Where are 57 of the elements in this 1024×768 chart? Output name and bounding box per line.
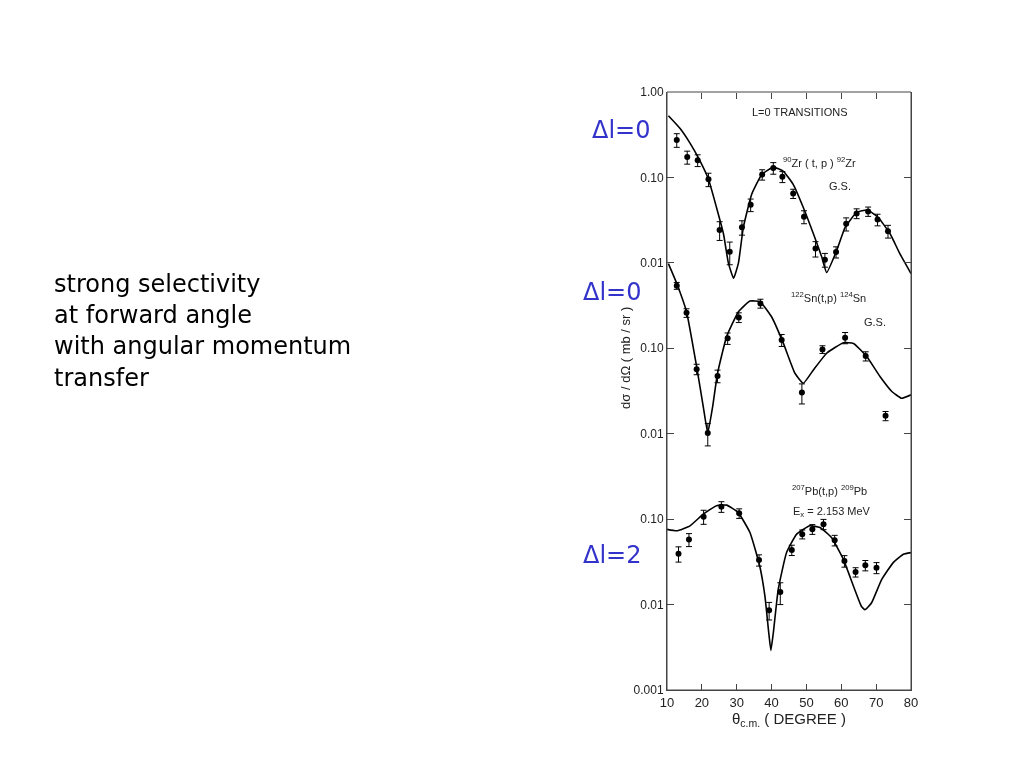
point — [821, 256, 828, 263]
point — [770, 164, 777, 171]
x-tick-label: 80 — [903, 694, 919, 710]
text: Δl=2 — [583, 541, 642, 569]
point — [873, 564, 880, 571]
point — [874, 216, 881, 223]
point — [714, 372, 721, 379]
text: strong selectivity at forward angle with angular momentum transfer — [54, 270, 352, 392]
text: Δl=0 — [583, 278, 642, 306]
point — [779, 173, 786, 180]
text: Δl=0 — [592, 116, 651, 144]
x-tick-label: 70 — [868, 694, 884, 710]
y-tick-label: 0.10 — [640, 170, 664, 185]
point — [675, 550, 682, 557]
y-tick-label: 1.00 — [640, 85, 664, 100]
annotation: G.S. — [829, 180, 852, 192]
point — [812, 245, 819, 252]
y-axis-title: dσ / dΩ ( mb / sr ) — [618, 306, 634, 409]
x-tick-label: 20 — [694, 694, 710, 710]
y-tick-label: 0.10 — [640, 341, 664, 356]
y-tick-label: 0.01 — [640, 426, 664, 441]
x-tick-label: 50 — [799, 694, 814, 710]
y-tick-label: 0.01 — [640, 597, 664, 612]
point — [694, 157, 701, 164]
x-axis-title: θ$_{c.m.}$ ( DEGREE ) — [731, 709, 847, 729]
x-tick-label: 60 — [834, 694, 849, 710]
y-tick-label: 0.01 — [640, 256, 664, 271]
y-tick-label: 0.10 — [640, 512, 664, 527]
point — [726, 248, 733, 255]
point — [842, 334, 849, 341]
annotation: $^{207}$Pb(t,p) $^{209}$Pb — [792, 483, 868, 497]
point — [841, 557, 848, 564]
point — [684, 154, 691, 161]
point — [800, 213, 807, 220]
point — [884, 228, 891, 235]
point — [833, 249, 840, 255]
annotation: $^{90}$Zr ( t, p ) $^{92}$Zr — [783, 155, 857, 169]
point — [700, 513, 707, 520]
x-tick-label: 30 — [729, 694, 744, 710]
annotation: E$_{x}$ = 2.153 MeV — [793, 505, 871, 520]
annotation: $^{122}$Sn(t,p) $^{124}$Sn — [791, 290, 867, 304]
point — [843, 220, 850, 227]
point — [716, 226, 723, 233]
x-tick-label: 40 — [764, 694, 779, 710]
point — [747, 201, 754, 208]
point — [766, 607, 773, 614]
point — [685, 536, 692, 543]
point — [705, 176, 712, 183]
annotation: L=0 TRANSITIONS — [752, 106, 848, 118]
point — [777, 589, 784, 596]
line-series — [667, 504, 911, 652]
point — [778, 337, 785, 343]
annotation: G.S. — [864, 316, 887, 328]
point — [704, 429, 711, 436]
point — [738, 224, 745, 231]
point — [798, 389, 805, 396]
point — [673, 136, 680, 143]
